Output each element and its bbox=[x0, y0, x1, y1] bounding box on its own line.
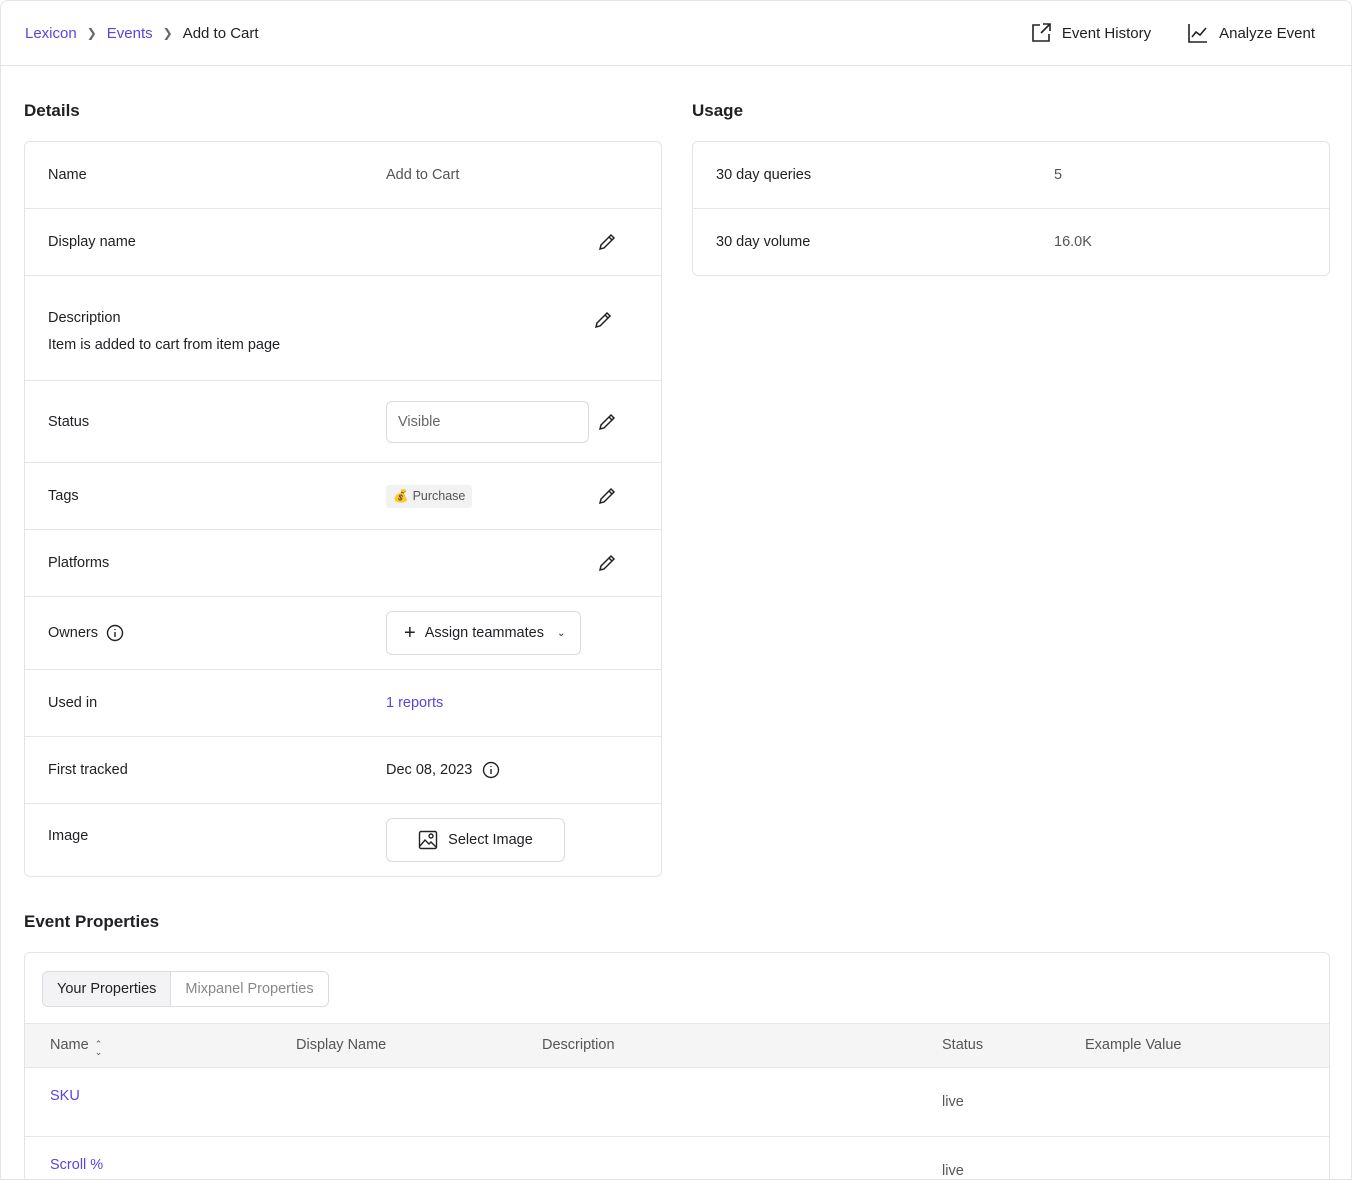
tags-label: Tags bbox=[48, 488, 79, 504]
image-label: Image bbox=[48, 828, 89, 844]
chevron-down-icon: ⌄ bbox=[556, 627, 566, 639]
usage-title: Usage bbox=[692, 101, 744, 120]
property-name-link[interactable]: SKU bbox=[50, 1088, 80, 1104]
description-label: Description bbox=[48, 310, 121, 326]
first-tracked-wrap: Dec 08, 2023 bbox=[386, 761, 500, 779]
status-row: Status Visible bbox=[25, 381, 661, 463]
platforms-label: Platforms bbox=[48, 555, 110, 571]
status-label: Status bbox=[48, 413, 90, 430]
owners-label: Owners bbox=[48, 625, 98, 641]
table-row[interactable]: SKU live bbox=[25, 1068, 1329, 1137]
breadcrumb-current: Add to Cart bbox=[182, 24, 259, 42]
column-name-header[interactable]: Name ⌃ ⌄ bbox=[50, 1037, 103, 1057]
sort-icon: ⌃ ⌄ bbox=[94, 1039, 103, 1057]
event-properties-title: Event Properties bbox=[24, 912, 160, 931]
image-icon bbox=[418, 830, 438, 850]
used-in-row: Used in 1 reports bbox=[25, 670, 661, 737]
table-row[interactable]: Scroll % live bbox=[25, 1137, 1329, 1179]
properties-tabs: Your Properties Mixpanel Properties bbox=[42, 971, 329, 1007]
info-icon[interactable] bbox=[482, 761, 500, 779]
details-card: Name Add to Cart Display name Descriptio… bbox=[24, 141, 662, 877]
pencil-icon[interactable] bbox=[597, 232, 617, 252]
breadcrumb-lexicon[interactable]: Lexicon bbox=[25, 24, 77, 42]
analyze-event-label: Analyze Event bbox=[1219, 24, 1315, 42]
tab-mixpanel-properties[interactable]: Mixpanel Properties bbox=[185, 981, 314, 997]
select-image-button[interactable]: Select Image bbox=[386, 818, 565, 862]
select-image-label: Select Image bbox=[448, 832, 533, 848]
name-label: Name bbox=[48, 167, 87, 183]
usage-value: 5 bbox=[1054, 167, 1063, 183]
external-link-icon bbox=[1032, 23, 1051, 42]
owners-label-wrap: Owners bbox=[48, 624, 124, 642]
chevron-right-icon: ❯ bbox=[86, 26, 97, 40]
column-name-label: Name bbox=[50, 1037, 89, 1053]
table-header: Name ⌃ ⌄ Display Name Description Status … bbox=[25, 1023, 1329, 1068]
first-tracked-value: Dec 08, 2023 bbox=[386, 762, 473, 778]
tags-row: Tags 💰 Purchase bbox=[25, 463, 661, 530]
name-row: Name Add to Cart bbox=[25, 142, 661, 209]
event-properties-card: Your Properties Mixpanel Properties Name… bbox=[24, 952, 1330, 1179]
event-history-label: Event History bbox=[1061, 24, 1152, 42]
first-tracked-label: First tracked bbox=[48, 762, 128, 778]
money-bag-icon: 💰 bbox=[393, 488, 409, 503]
usage-card: 30 day queries 5 30 day volume 16.0K bbox=[692, 141, 1330, 276]
tag-label: Purchase bbox=[412, 488, 466, 503]
event-history-button[interactable]: Event History bbox=[1030, 22, 1151, 44]
assign-teammates-button[interactable]: + Assign teammates ⌄ bbox=[386, 611, 581, 655]
pencil-icon[interactable] bbox=[597, 486, 617, 506]
display-name-row: Display name bbox=[25, 209, 661, 276]
breadcrumb-events[interactable]: Events bbox=[106, 24, 153, 42]
tag-chip[interactable]: 💰 Purchase bbox=[386, 484, 473, 508]
column-example-value-header[interactable]: Example Value bbox=[1085, 1037, 1182, 1053]
platforms-row: Platforms bbox=[25, 530, 661, 597]
usage-label: 30 day queries bbox=[716, 167, 812, 183]
used-in-reports-link[interactable]: 1 reports bbox=[386, 695, 444, 711]
property-status: live bbox=[942, 1094, 964, 1110]
assign-teammates-label: Assign teammates bbox=[424, 625, 544, 641]
name-value: Add to Cart bbox=[386, 167, 460, 183]
image-row: Image Select Image bbox=[25, 804, 661, 876]
info-icon[interactable] bbox=[106, 624, 124, 642]
chevron-right-icon: ❯ bbox=[162, 26, 173, 40]
display-name-label: Display name bbox=[48, 234, 136, 250]
status-field[interactable]: Visible bbox=[386, 400, 589, 443]
line-chart-icon bbox=[1188, 24, 1208, 43]
usage-row: 30 day queries 5 bbox=[693, 142, 1329, 209]
pencil-icon[interactable] bbox=[597, 553, 617, 573]
pencil-icon[interactable] bbox=[593, 310, 613, 330]
column-display-name-header[interactable]: Display Name bbox=[296, 1037, 387, 1053]
tab-your-properties[interactable]: Your Properties bbox=[43, 972, 172, 1006]
analyze-event-button[interactable]: Analyze Event bbox=[1187, 22, 1315, 44]
header: Lexicon ❯ Events ❯ Add to Cart Event His… bbox=[1, 1, 1351, 66]
property-status: live bbox=[942, 1163, 964, 1179]
plus-icon: + bbox=[404, 622, 416, 644]
pencil-icon[interactable] bbox=[597, 412, 617, 432]
owners-row: Owners + Assign teammates ⌄ bbox=[25, 597, 661, 670]
breadcrumb: Lexicon ❯ Events ❯ Add to Cart bbox=[25, 25, 259, 42]
details-title: Details bbox=[24, 101, 80, 120]
used-in-label: Used in bbox=[48, 695, 98, 711]
column-description-header[interactable]: Description bbox=[542, 1037, 615, 1053]
usage-value: 16.0K bbox=[1054, 234, 1092, 250]
usage-row: 30 day volume 16.0K bbox=[693, 209, 1329, 275]
description-row: Description Item is added to cart from i… bbox=[25, 276, 661, 381]
description-value: Item is added to cart from item page bbox=[48, 337, 281, 353]
first-tracked-row: First tracked Dec 08, 2023 bbox=[25, 737, 661, 804]
usage-label: 30 day volume bbox=[716, 234, 811, 250]
column-status-header[interactable]: Status bbox=[942, 1037, 984, 1053]
property-name-link[interactable]: Scroll % bbox=[50, 1157, 104, 1173]
